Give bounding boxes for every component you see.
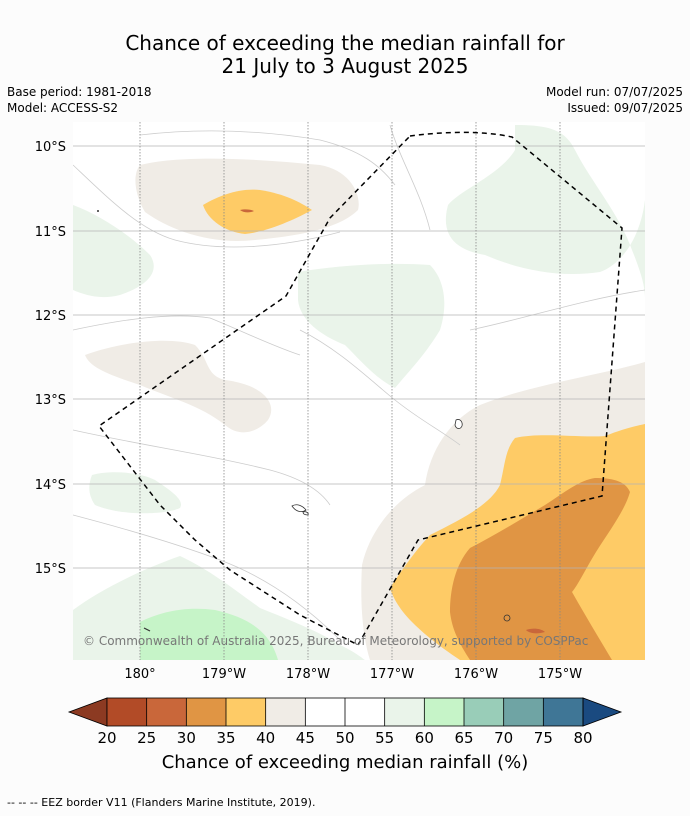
lat-label: 15°S <box>35 562 66 577</box>
rainfall-map: © Commonwealth of Australia 2025, Bureau… <box>35 122 645 747</box>
lon-label: 175°W <box>538 667 582 682</box>
latitude-labels: 10°S 11°S 12°S 13°S 14°S 15°S <box>35 140 66 577</box>
colorbar-segment <box>384 698 425 726</box>
colorbar-segment <box>186 698 226 726</box>
colorbar-segment <box>305 698 345 726</box>
colorbar-segment <box>265 698 306 726</box>
region-40-45-west <box>85 340 272 433</box>
island-southeast <box>503 614 511 622</box>
region-60-65-south <box>140 608 278 660</box>
region-25-30-tiny <box>526 628 545 634</box>
colorbar-segment <box>226 698 266 726</box>
lon-label: 176°W <box>454 667 498 682</box>
base-period: Base period: 1981-2018 <box>7 85 152 99</box>
colorbar-tick-label: 65 <box>454 729 473 747</box>
island-northwest <box>97 210 99 212</box>
colorbar-tick-label: 60 <box>415 729 434 747</box>
colorbar-segment <box>543 698 583 726</box>
colorbar-tick-label: 70 <box>494 729 513 747</box>
model-name: Model: ACCESS-S2 <box>7 101 119 115</box>
latitude-gridlines <box>73 145 645 569</box>
colorbar-tick-label: 25 <box>137 729 156 747</box>
colorbar-segment <box>146 698 187 726</box>
lat-label: 11°S <box>35 225 66 240</box>
island-central <box>291 504 307 513</box>
region-55-60-central <box>298 263 445 388</box>
issued-date: Issued: 09/07/2025 <box>567 101 683 115</box>
colorbar-segment <box>345 698 385 726</box>
contour-lines <box>73 124 645 641</box>
longitude-labels: 180° 179°W 178°W 177°W 176°W 175°W <box>124 667 582 682</box>
longitude-gridlines <box>139 122 561 660</box>
lat-label: 14°S <box>35 478 66 493</box>
eez-border <box>97 131 623 646</box>
colorbar-tick-label: 35 <box>216 729 235 747</box>
lat-label: 13°S <box>35 393 66 408</box>
colorbar-tick-label: 55 <box>375 729 394 747</box>
colorbar-under-arrow <box>67 697 108 727</box>
colorbar-tick-label: 30 <box>177 729 196 747</box>
region-55-60-northeast <box>445 125 645 298</box>
region-55-60-sw-small <box>89 472 181 514</box>
region-30-35-southeast <box>450 478 630 660</box>
colorbar-tick-label: 45 <box>296 729 315 747</box>
colorbar: 20 25 30 35 40 45 50 55 60 65 70 75 80 <box>67 697 623 747</box>
chart-title-line2: 21 July to 3 August 2025 <box>221 54 469 78</box>
colorbar-tick-label: 50 <box>335 729 354 747</box>
colorbar-segment <box>503 698 544 726</box>
colorbar-over-arrow <box>582 697 623 727</box>
probability-contours: © Commonwealth of Australia 2025, Bureau… <box>73 122 645 660</box>
chart-title-line1: Chance of exceeding the median rainfall … <box>125 31 565 55</box>
island-southwest <box>143 627 151 632</box>
region-55-60-west <box>73 205 154 298</box>
colorbar-segment <box>464 698 504 726</box>
model-run: Model run: 07/07/2025 <box>545 85 683 99</box>
island-east <box>454 419 463 429</box>
colorbar-tick-label: 80 <box>573 729 592 747</box>
island-central-small <box>302 511 309 516</box>
region-25-30-tiny-north <box>240 209 254 213</box>
colorbar-tick-label: 20 <box>97 729 116 747</box>
lon-label: 180° <box>124 667 155 682</box>
colorbar-segment <box>424 698 464 726</box>
lat-label: 10°S <box>35 140 66 155</box>
region-35-40-north <box>203 189 312 234</box>
lat-label: 12°S <box>35 309 66 324</box>
eez-footnote: -- -- -- EEZ border V11 (Flanders Marine… <box>7 796 316 809</box>
colorbar-tick-label: 40 <box>256 729 275 747</box>
copyright-note: © Commonwealth of Australia 2025, Bureau… <box>83 634 588 648</box>
lon-label: 177°W <box>370 667 414 682</box>
lon-label: 179°W <box>202 667 246 682</box>
colorbar-segment <box>107 698 147 726</box>
lon-label: 178°W <box>286 667 330 682</box>
colorbar-label: Chance of exceeding median rainfall (%) <box>161 752 529 773</box>
colorbar-tick-label: 75 <box>534 729 553 747</box>
